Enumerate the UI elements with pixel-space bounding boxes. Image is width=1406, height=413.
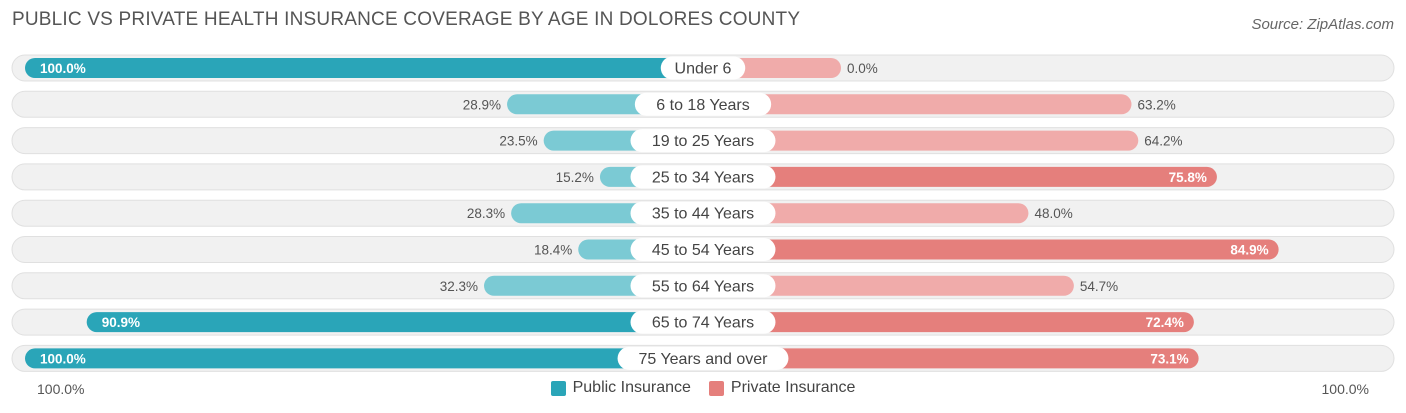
chart-title: PUBLIC VS PRIVATE HEALTH INSURANCE COVER… <box>12 9 801 30</box>
category-pill <box>630 201 776 225</box>
private-value-label: 72.4% <box>1146 315 1184 330</box>
category-pill <box>630 165 776 189</box>
private-bar <box>703 166 1217 187</box>
category-label: 75 Years and over <box>639 351 769 368</box>
category-pill <box>630 238 776 261</box>
category-label: 65 to 74 Years <box>652 315 754 332</box>
category-label: 6 to 18 Years <box>656 97 749 114</box>
legend: Public Insurance Private Insurance <box>0 379 1406 397</box>
category-label: 45 to 54 Years <box>652 242 754 259</box>
private-value-label: 75.8% <box>1169 170 1207 185</box>
category-pill <box>617 346 789 370</box>
category-pill <box>634 92 772 116</box>
public-value-label: 28.9% <box>463 97 501 112</box>
legend-public-label: Public Insurance <box>572 379 691 396</box>
public-value-label: 100.0% <box>40 351 86 366</box>
public-bar <box>25 348 703 369</box>
category-label: 19 to 25 Years <box>652 133 754 150</box>
private-value-label: 64.2% <box>1144 134 1182 149</box>
private-value-label: 0.0% <box>847 61 878 76</box>
private-value-label: 63.2% <box>1137 97 1175 112</box>
private-bar <box>703 275 1074 296</box>
category-pill <box>630 129 776 153</box>
axis-left-label: 100.0% <box>37 381 85 397</box>
axis-right-label: 100.0% <box>1321 381 1369 397</box>
category-pill <box>630 310 776 334</box>
private-value-label: 73.1% <box>1150 351 1188 366</box>
public-value-label: 18.4% <box>534 243 572 258</box>
private-bar <box>703 348 1199 369</box>
public-value-label: 32.3% <box>440 279 478 294</box>
source-label: Source: ZipAtlas.com <box>1251 16 1394 33</box>
public-value-label: 100.0% <box>40 61 86 76</box>
private-bar <box>703 94 1132 115</box>
private-bar <box>703 312 1194 333</box>
category-label: 55 to 64 Years <box>652 278 754 295</box>
legend-public: Public Insurance <box>550 379 691 397</box>
private-bar <box>703 130 1139 151</box>
category-label: 35 to 44 Years <box>652 206 754 223</box>
private-value-label: 84.9% <box>1230 243 1268 258</box>
public-value-label: 90.9% <box>102 315 140 330</box>
category-pill <box>660 56 746 80</box>
category-label: Under 6 <box>675 61 732 78</box>
private-value-label: 48.0% <box>1034 206 1072 221</box>
public-value-label: 28.3% <box>467 206 505 221</box>
legend-public-swatch <box>550 380 566 396</box>
private-value-label: 54.7% <box>1080 279 1118 294</box>
public-value-label: 23.5% <box>499 134 537 149</box>
public-value-label: 15.2% <box>556 170 594 185</box>
category-pill <box>630 274 776 298</box>
legend-private: Private Insurance <box>708 379 856 397</box>
legend-private-swatch <box>708 380 724 396</box>
private-bar <box>703 239 1279 260</box>
public-bar <box>25 58 703 78</box>
category-label: 25 to 34 Years <box>652 169 754 186</box>
private-bar <box>703 203 1029 224</box>
public-bar <box>86 312 703 333</box>
legend-private-label: Private Insurance <box>730 379 856 396</box>
